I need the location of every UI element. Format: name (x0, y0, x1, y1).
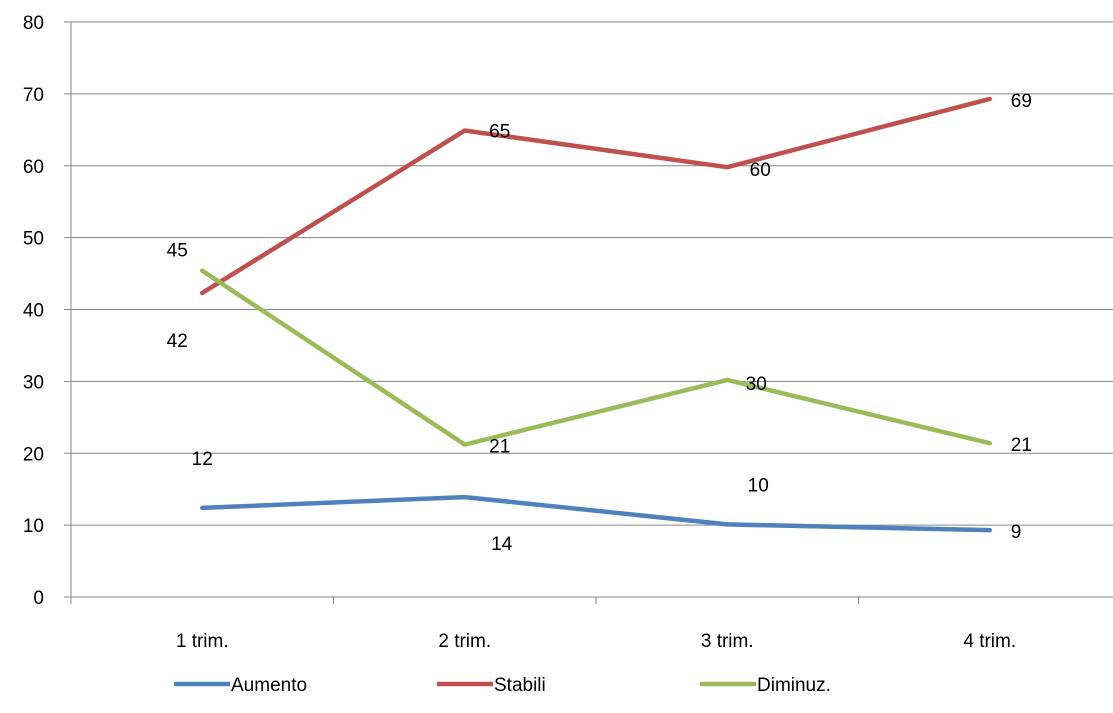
x-tick-label: 4 trim. (963, 631, 1016, 652)
y-tick-label: 30 (23, 372, 44, 393)
data-label: 42 (167, 331, 188, 352)
data-label: 60 (750, 160, 771, 181)
legend-item: Aumento (174, 675, 307, 696)
data-label: 30 (746, 374, 767, 395)
x-tick-label: 3 trim. (701, 631, 754, 652)
y-tick-label: 60 (23, 157, 44, 178)
y-tick-label: 40 (23, 301, 44, 322)
data-label: 21 (1011, 435, 1032, 456)
y-tick-label: 20 (23, 444, 44, 465)
series-line-diminuz (200, 268, 992, 447)
data-label: 14 (491, 534, 513, 555)
gridlines (71, 21, 1113, 526)
data-label: 9 (1011, 522, 1022, 543)
legend-item: Stabili (437, 675, 546, 696)
data-label: 10 (748, 475, 769, 496)
y-tick-label: 10 (23, 516, 44, 537)
y-tick-label: 70 (23, 85, 44, 106)
x-tick-label: 2 trim. (438, 631, 491, 652)
legend: Aumento Stabili Diminuz. (174, 675, 831, 696)
data-label: 45 (167, 241, 188, 262)
series-lines (200, 96, 992, 533)
legend-label: Stabili (494, 675, 546, 696)
axes: 0 10 20 30 40 50 60 70 80 1 trim. 2 trim. 3 trim. 4 … (23, 13, 1113, 652)
y-tick-label: 50 (23, 229, 44, 250)
legend-item: Diminuz. (700, 675, 831, 696)
y-tick-label: 80 (23, 13, 44, 34)
data-label: 65 (489, 122, 510, 143)
series-line-stabili (200, 96, 992, 296)
legend-label: Diminuz. (757, 675, 831, 696)
data-labels: 12 14 10 9 42 65 60 69 45 21 30 21 (167, 91, 1032, 555)
y-tick-label: 0 (33, 588, 44, 609)
x-tick-label: 1 trim. (176, 631, 229, 652)
legend-label: Aumento (231, 675, 307, 696)
series-line-aumento (200, 494, 992, 533)
data-label: 69 (1011, 91, 1032, 112)
data-label: 12 (192, 449, 213, 470)
data-label: 21 (489, 437, 510, 458)
